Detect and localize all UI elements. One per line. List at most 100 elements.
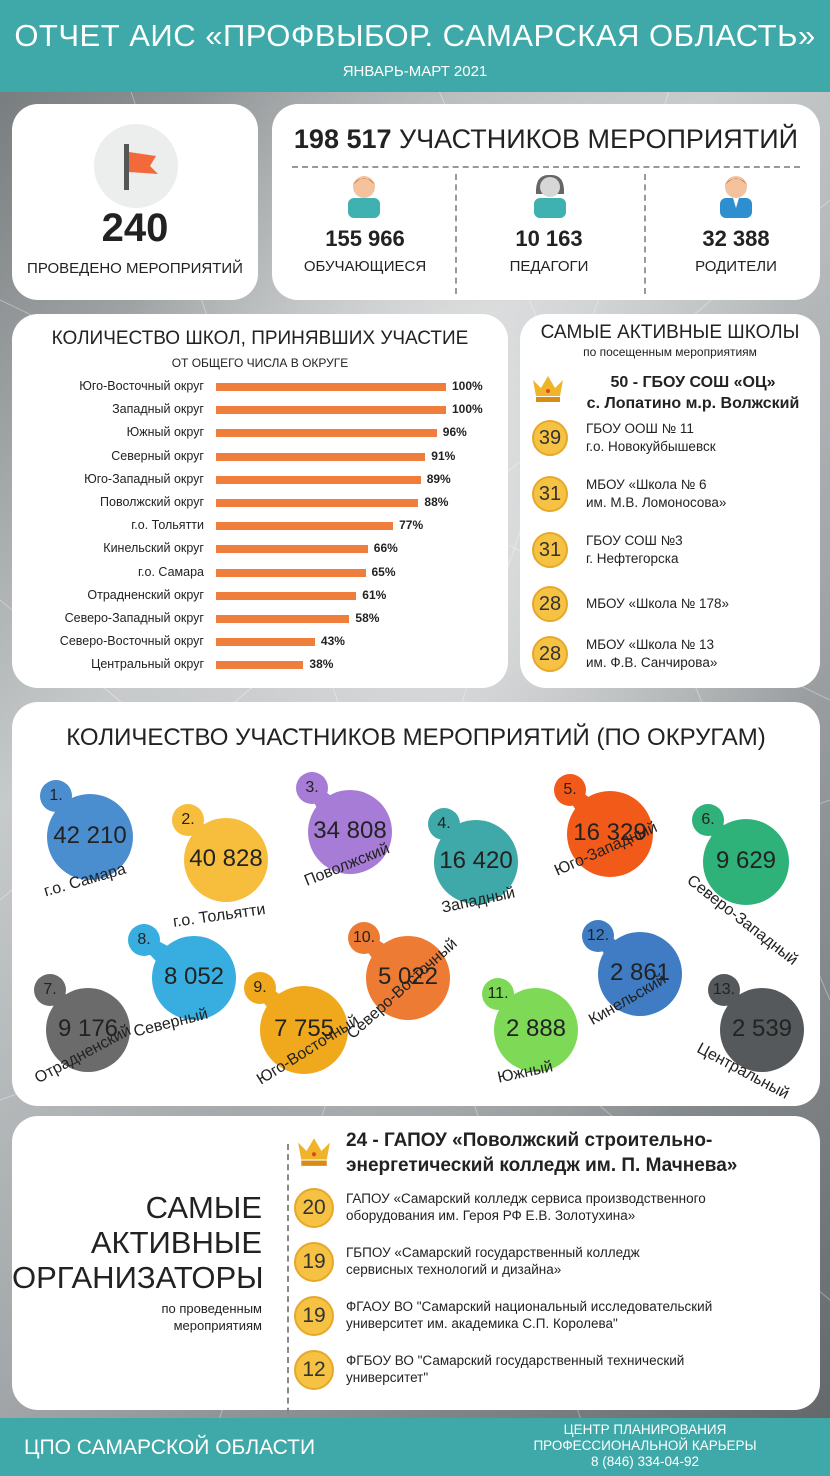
school-name-line: МБОУ «Школа № 6 — [586, 477, 707, 492]
events-count: 240 — [101, 206, 169, 250]
crown-icon — [530, 372, 566, 409]
school-name-line: ГБОУ СОШ №3 — [586, 533, 683, 548]
district-value: 7 755 — [273, 1015, 335, 1042]
bar-label: Отрадненский округ — [87, 587, 204, 602]
bar-value-label: 100% — [452, 379, 483, 393]
teacher-icon — [530, 172, 570, 218]
flag-icon — [94, 124, 178, 208]
bar-value-label: 43% — [320, 634, 345, 649]
bar-value-label: 89% — [426, 471, 451, 486]
district-bubble: 5 022 — [366, 936, 450, 1020]
organizer-name-line: университет им. академика С.П. Королева" — [346, 1316, 618, 1331]
bar-value-label: 66% — [373, 541, 398, 556]
rank-circle: 31 — [532, 532, 568, 568]
organizers-title-line: ОРГАНИЗАТОРЫ — [12, 1260, 264, 1295]
organizer-name: ФГАОУ ВО "Самарский национальный исследо… — [346, 1298, 812, 1332]
bar-label: Северный округ — [111, 448, 204, 463]
bar — [216, 475, 421, 484]
top-school-line2: с. Лопатино м.р. Волжский — [586, 395, 800, 412]
districts-title: КОЛИЧЕСТВО УЧАСТНИКОВ МЕРОПРИЯТИЙ (ПО ОК… — [66, 724, 766, 751]
schools-chart-panel: КОЛИЧЕСТВО ШКОЛ, ПРИНЯВШИХ УЧАСТИЕ ОТ ОБ… — [12, 314, 508, 688]
parents-count: 32 388 — [702, 226, 770, 251]
footer-phone: 8 (846) 334-04-92 — [590, 1454, 700, 1469]
teachers-count: 10 163 — [515, 226, 583, 251]
district-value: 2 888 — [505, 1015, 567, 1042]
active-schools-title: САМЫЕ АКТИВНЫЕ ШКОЛЫ — [540, 322, 800, 343]
participants-title: 198 517 УЧАСТНИКОВ МЕРОПРИЯТИЙ — [272, 124, 820, 155]
bar-label: г.о. Тольятти — [131, 518, 204, 533]
organizer-name: ГБПОУ «Самарский государственный колледж… — [346, 1244, 812, 1278]
district-value: 16 329 — [573, 819, 647, 846]
bar-value-label: 61% — [362, 587, 387, 602]
organizers-title-line: АКТИВНЫЕ — [90, 1225, 262, 1260]
school-name-line: г. Нефтегорска — [586, 551, 679, 566]
school-name: МБОУ «Школа № 6 им. М.В. Ломоносова» — [586, 476, 816, 512]
rank-dot: 5. — [554, 774, 586, 806]
district-value: 16 420 — [439, 847, 513, 874]
crown-icon — [294, 1134, 334, 1173]
school-name-line: им. М.В. Ломоносова» — [586, 495, 727, 510]
organizer-name: ГАПОУ «Самарский колледж сервиса произво… — [346, 1190, 812, 1224]
bar-label: Юго-Западный округ — [84, 471, 204, 486]
district-value: 9 629 — [715, 847, 777, 874]
bar — [216, 568, 366, 577]
top-school-line1: 50 - ГБОУ СОШ «ОЦ» — [610, 374, 776, 391]
school-name: МБОУ «Школа № 13 им. Ф.В. Санчирова» — [586, 636, 816, 672]
divider — [644, 174, 646, 294]
school-name-line: МБОУ «Школа № 13 — [586, 637, 715, 652]
rank-circle: 19 — [294, 1242, 334, 1282]
bar-value-label: 38% — [309, 657, 334, 672]
top-organizer-line1: 24 - ГАПОУ «Поволжский строительно- — [346, 1130, 713, 1151]
footer-contact: ЦЕНТР ПЛАНИРОВАНИЯ ПРОФЕССИОНАЛЬНОЙ КАРЬ… — [500, 1422, 790, 1470]
organizer-name-line: ГАПОУ «Самарский колледж сервиса произво… — [346, 1191, 706, 1206]
chart-title: КОЛИЧЕСТВО ШКОЛ, ПРИНЯВШИХ УЧАСТИЕ — [51, 328, 469, 349]
district-value: 40 828 — [189, 845, 263, 872]
rank-dot: 4. — [428, 808, 460, 840]
rank-dot: 9. — [244, 972, 276, 1004]
district-bubble: 2 539 — [720, 988, 804, 1072]
report-title: ОТЧЕТ АИС «ПРОФВЫБОР. САМАРСКАЯ ОБЛАСТЬ» — [14, 18, 816, 53]
rank-dot: 10. — [348, 922, 380, 954]
bar-value-label: 100% — [452, 402, 483, 417]
rank-dot: 8. — [128, 924, 160, 956]
bar-label: Северо-Западный округ — [64, 611, 204, 625]
bar-label: Поволжский округ — [100, 495, 204, 509]
divider — [292, 166, 800, 168]
district-bubble: 7 755 — [260, 986, 348, 1074]
bar-label: Южный округ — [126, 425, 204, 440]
district-value: 34 808 — [313, 817, 387, 844]
district-bubble: 8 052 — [152, 936, 236, 1020]
school-name: МБОУ «Школа № 178» — [586, 595, 816, 613]
rank-circle: 39 — [532, 420, 568, 456]
district-value: 2 861 — [609, 959, 671, 986]
rank-dot: 7. — [34, 974, 66, 1006]
district-bubble: 34 808 — [308, 790, 392, 874]
top-organizer: 24 - ГАПОУ «Поволжский строительно- энер… — [346, 1128, 816, 1178]
report-header: ОТЧЕТ АИС «ПРОФВЫБОР. САМАРСКАЯ ОБЛАСТЬ»… — [0, 0, 830, 92]
school-name: ГБОУ ООШ № 11 г.о. Новокуйбышевск — [586, 420, 816, 456]
rank-circle: 20 — [294, 1188, 334, 1228]
bar-value-label: 96% — [442, 425, 467, 440]
teachers-label: ПЕДАГОГИ — [509, 258, 589, 275]
report-period: ЯНВАРЬ-МАРТ 2021 — [342, 63, 488, 80]
organizers-subtitle-line: по проведенным — [161, 1301, 262, 1316]
district-bubble: 9 629 — [703, 819, 789, 905]
bar-label: Западный округ — [112, 402, 204, 417]
bar-label: Северо-Восточный округ — [59, 634, 204, 649]
bar-value-label: 91% — [431, 448, 456, 463]
organizers-subtitle-line: мероприятиям — [173, 1318, 262, 1333]
district-bubble: 40 828 — [184, 818, 268, 902]
rank-circle: 19 — [294, 1296, 334, 1336]
district-bubble: 9 176 — [46, 988, 130, 1072]
events-panel: 240 ПРОВЕДЕНО МЕРОПРИЯТИЙ — [12, 104, 258, 300]
organizer-name-line: ФГБОУ ВО "Самарский государственный техн… — [346, 1353, 685, 1368]
organizer-name-line: ГБПОУ «Самарский государственный колледж — [346, 1245, 640, 1260]
participants-total-label: УЧАСТНИКОВ МЕРОПРИЯТИЙ — [399, 124, 799, 154]
bar — [216, 591, 357, 600]
rank-circle: 12 — [294, 1350, 334, 1390]
bar-label: Юго-Восточный округ — [79, 379, 204, 393]
chart-subtitle: ОТ ОБЩЕГО ЧИСЛА В ОКРУГЕ — [171, 356, 349, 370]
school-name: ГБОУ СОШ №3 г. Нефтегорска — [586, 532, 816, 568]
bar — [216, 661, 304, 670]
district-value: 5 022 — [377, 963, 439, 990]
